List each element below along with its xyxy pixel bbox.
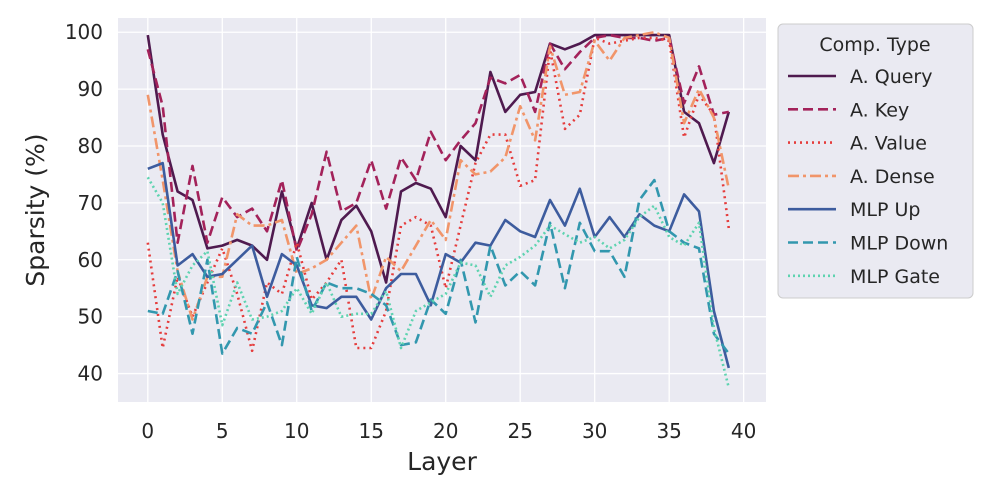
legend-label: MLP Up xyxy=(850,199,920,221)
legend-items: A. Query A. Key A. Value A. Dense MLP Up MLP … xyxy=(788,66,948,288)
series-line-mlp-down xyxy=(147,178,730,355)
legend: Comp. Type A. Query A. Key A. Value A. Dens… xyxy=(777,23,974,299)
legend-label: A. Key xyxy=(850,99,909,121)
y-tick-label: 40 xyxy=(78,362,103,386)
x-tick-label: 20 xyxy=(433,419,458,443)
y-tick-label: 50 xyxy=(78,305,103,329)
series-lines xyxy=(146,30,731,389)
x-axis-ticks: 0 5 10 15 20 25 30 35 40 xyxy=(141,419,756,443)
x-axis-label: Layer xyxy=(407,447,477,476)
x-tick-label: 15 xyxy=(359,419,384,443)
x-tick-label: 30 xyxy=(582,419,607,443)
legend-label: MLP Gate xyxy=(850,266,940,288)
y-tick-label: 60 xyxy=(78,248,103,272)
y-tick-label: 90 xyxy=(78,77,103,101)
x-tick-label: 5 xyxy=(216,419,229,443)
legend-label: A. Value xyxy=(850,133,927,155)
y-axis-label: Sparsity (%) xyxy=(21,133,50,286)
x-tick-label: 25 xyxy=(507,419,532,443)
y-tick-label: 70 xyxy=(78,191,103,215)
x-tick-label: 40 xyxy=(731,419,756,443)
x-tick-label: 10 xyxy=(284,419,309,443)
legend-label: MLP Down xyxy=(850,233,948,255)
y-axis-ticks: 40 50 60 70 80 90 100 xyxy=(65,20,103,385)
legend-label: A. Query xyxy=(850,66,933,88)
legend-label: A. Dense xyxy=(850,166,935,188)
y-tick-label: 100 xyxy=(65,20,103,44)
x-tick-label: 0 xyxy=(141,419,154,443)
series-line-a-key xyxy=(146,33,730,253)
legend-frame xyxy=(777,23,974,299)
series-line-mlp-up xyxy=(147,161,731,369)
series-line-mlp-gate xyxy=(146,176,731,389)
grid-lines xyxy=(118,18,766,402)
series-line-a-query xyxy=(146,33,731,284)
series-line-a-value xyxy=(146,36,731,353)
legend-title: Comp. Type xyxy=(819,34,930,56)
x-tick-label: 35 xyxy=(656,419,681,443)
series-line-a-dense xyxy=(146,30,731,321)
y-tick-label: 80 xyxy=(78,134,103,158)
